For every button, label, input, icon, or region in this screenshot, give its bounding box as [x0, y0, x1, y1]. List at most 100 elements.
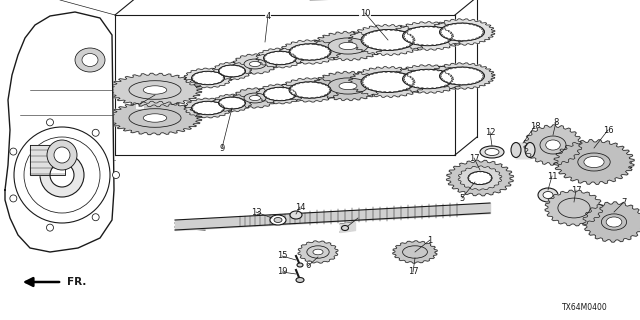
Ellipse shape: [403, 246, 428, 258]
Ellipse shape: [307, 246, 329, 258]
Ellipse shape: [250, 61, 260, 67]
Polygon shape: [429, 63, 495, 89]
Ellipse shape: [602, 214, 627, 230]
Polygon shape: [524, 125, 582, 165]
Ellipse shape: [538, 188, 558, 202]
Text: FR.: FR.: [67, 277, 86, 287]
Ellipse shape: [546, 140, 560, 150]
Text: M-2: M-2: [614, 161, 633, 170]
Ellipse shape: [525, 142, 535, 157]
Polygon shape: [279, 40, 340, 64]
Text: 1: 1: [428, 236, 433, 244]
Text: 10: 10: [360, 9, 371, 18]
Text: 9: 9: [220, 143, 225, 153]
Ellipse shape: [485, 148, 499, 156]
Text: 17: 17: [408, 268, 419, 276]
Ellipse shape: [540, 136, 566, 154]
Text: 2: 2: [355, 213, 360, 222]
Ellipse shape: [361, 29, 415, 51]
Ellipse shape: [511, 142, 521, 157]
Ellipse shape: [82, 53, 98, 67]
Polygon shape: [212, 62, 252, 80]
Ellipse shape: [578, 153, 610, 171]
Ellipse shape: [244, 93, 266, 103]
Polygon shape: [348, 67, 428, 97]
Ellipse shape: [440, 23, 484, 41]
Ellipse shape: [403, 69, 454, 89]
Ellipse shape: [191, 101, 225, 115]
Text: 15: 15: [276, 252, 287, 260]
Circle shape: [54, 147, 70, 163]
Ellipse shape: [339, 42, 357, 50]
Ellipse shape: [274, 218, 282, 222]
Polygon shape: [458, 166, 502, 190]
Polygon shape: [298, 241, 338, 263]
Ellipse shape: [342, 226, 349, 230]
Ellipse shape: [129, 81, 181, 99]
Ellipse shape: [296, 277, 304, 283]
Text: 16: 16: [603, 125, 613, 134]
Polygon shape: [312, 31, 384, 60]
Ellipse shape: [339, 82, 357, 90]
Polygon shape: [212, 94, 252, 112]
Ellipse shape: [584, 156, 604, 168]
Ellipse shape: [75, 48, 105, 72]
Text: 6: 6: [305, 261, 310, 270]
Polygon shape: [233, 54, 277, 74]
Ellipse shape: [250, 95, 260, 100]
Text: 13: 13: [251, 207, 261, 217]
Polygon shape: [554, 140, 634, 184]
Circle shape: [92, 214, 99, 221]
Polygon shape: [184, 68, 232, 88]
Ellipse shape: [143, 114, 167, 122]
Polygon shape: [233, 88, 277, 108]
Text: 17: 17: [571, 186, 581, 195]
Text: 4: 4: [266, 12, 271, 20]
Ellipse shape: [143, 86, 167, 94]
Text: 11: 11: [547, 172, 557, 180]
Ellipse shape: [218, 97, 246, 109]
Text: 14: 14: [295, 203, 305, 212]
Text: 3: 3: [138, 100, 143, 108]
Ellipse shape: [468, 172, 492, 185]
Circle shape: [10, 148, 17, 155]
Polygon shape: [256, 48, 304, 68]
Ellipse shape: [328, 38, 368, 54]
Polygon shape: [582, 202, 640, 242]
Circle shape: [50, 163, 74, 187]
Ellipse shape: [543, 191, 553, 198]
Circle shape: [47, 140, 77, 170]
Ellipse shape: [463, 169, 497, 187]
Polygon shape: [108, 101, 202, 135]
Polygon shape: [545, 190, 603, 226]
Polygon shape: [184, 98, 232, 118]
Circle shape: [92, 129, 99, 136]
Ellipse shape: [191, 71, 225, 85]
Ellipse shape: [606, 217, 622, 227]
Polygon shape: [30, 145, 65, 175]
Ellipse shape: [289, 82, 331, 98]
Polygon shape: [390, 65, 465, 93]
Ellipse shape: [361, 71, 415, 92]
Ellipse shape: [264, 87, 296, 101]
Circle shape: [47, 224, 54, 231]
Ellipse shape: [129, 109, 181, 127]
Ellipse shape: [313, 249, 323, 255]
Ellipse shape: [480, 146, 504, 158]
Polygon shape: [312, 71, 384, 100]
Polygon shape: [390, 22, 465, 50]
Ellipse shape: [270, 215, 286, 225]
Ellipse shape: [218, 65, 246, 77]
Text: TX64M0400: TX64M0400: [562, 303, 608, 313]
Circle shape: [40, 153, 84, 197]
Ellipse shape: [290, 211, 302, 219]
Text: 7: 7: [621, 197, 627, 206]
Polygon shape: [447, 160, 513, 196]
Text: 5: 5: [460, 194, 465, 203]
Circle shape: [113, 172, 120, 179]
Ellipse shape: [440, 67, 484, 85]
Polygon shape: [5, 12, 114, 252]
Polygon shape: [348, 25, 428, 55]
Ellipse shape: [403, 26, 454, 46]
Ellipse shape: [297, 263, 303, 267]
